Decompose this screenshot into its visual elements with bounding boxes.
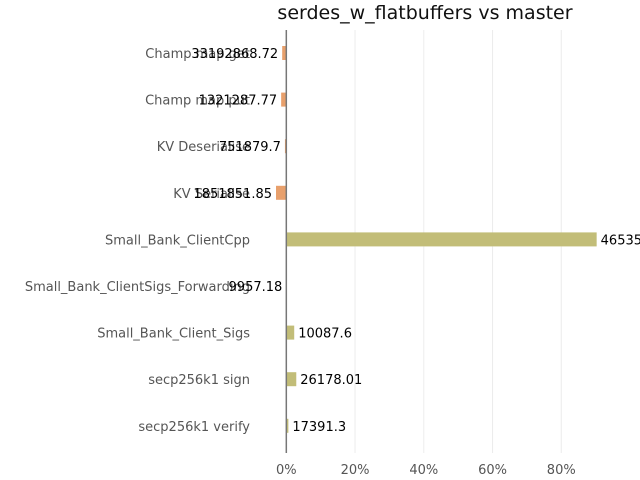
bar [286, 372, 297, 387]
x-tick-label: 60% [478, 463, 507, 478]
chart-title: serdes_w_flatbuffers vs master [277, 2, 572, 24]
category-label: Champ map get [145, 47, 250, 62]
data-label: 46535.1 [601, 233, 640, 248]
category-label: secp256k1 verify [138, 420, 250, 435]
data-label: 10087.6 [298, 327, 352, 342]
category-label: secp256k1 sign [148, 373, 250, 388]
category-label: Small_Bank_ClientCpp [105, 233, 250, 248]
category-label: KV Serialise [173, 187, 250, 202]
x-tick-label: 40% [409, 463, 438, 478]
data-label: 751879.7 [219, 140, 281, 155]
x-tick-labels: 0% 20% 40% 60% 80% [276, 463, 576, 478]
data-label: 17391.3 [292, 420, 346, 435]
x-tick-label: 20% [341, 463, 370, 478]
data-label: 1851851.85 [193, 187, 272, 202]
bar [276, 185, 287, 200]
bar [282, 46, 287, 60]
bar [286, 418, 289, 433]
category-label: Champ map put [145, 94, 250, 109]
bars [276, 46, 597, 433]
x-tick-label: 0% [276, 463, 297, 478]
bar [286, 325, 295, 340]
data-label: 1321287.77 [199, 94, 278, 109]
data-label: 26178.01 [300, 373, 362, 388]
bar [286, 232, 597, 247]
bar [281, 92, 287, 107]
data-labels: 33192868.72 1321287.77 751879.7 1851851.85 4… [191, 47, 640, 435]
category-label: Small_Bank_ClientSigs_Forwarding [25, 280, 250, 295]
category-label: KV Deserialise [157, 140, 250, 155]
category-label: Small_Bank_Client_Sigs [97, 327, 250, 342]
category-labels: Champ map get Champ map put KV Deserialise… [25, 47, 250, 435]
x-tick-label: 80% [547, 463, 576, 478]
data-label: 9957.18 [229, 280, 283, 295]
data-label: 33192868.72 [191, 47, 278, 62]
